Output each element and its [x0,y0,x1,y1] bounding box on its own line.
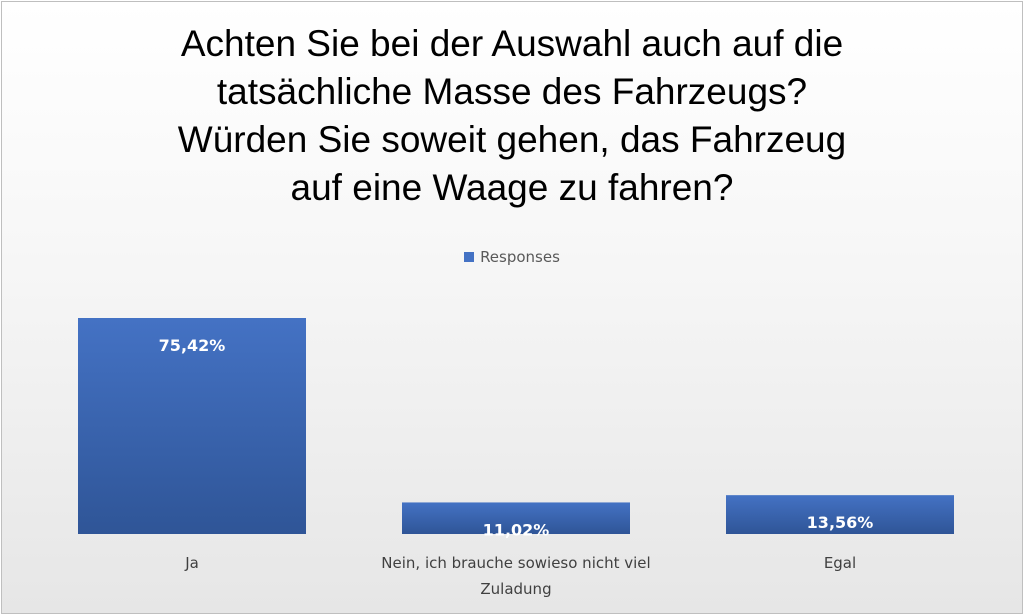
data-label-1: 75,42% [159,336,226,355]
bar-2 [402,502,630,534]
title-line-2: tatsächliche Masse des Fahrzeugs? [216,71,808,112]
legend: Responses [2,248,1022,266]
data-label-2: 11,02% [483,520,550,539]
category-label-2-line-2: Zuladung [480,580,551,598]
title-line-3: Würden Sie soweit gehen, das Fahrzeug [177,119,847,160]
category-label-2-line-1: Nein, ich brauche sowieso nicht viel [381,554,650,572]
title-line-4: auf eine Waage zu fahren? [290,167,734,208]
legend-label: Responses [480,248,560,266]
data-label-3: 13,56% [807,513,874,532]
category-label-1: Ja [184,554,199,572]
chart-title: Achten Sie bei der Auswahl auch auf die … [2,20,1022,212]
category-label-3: Egal [824,554,856,572]
legend-swatch [464,252,475,262]
bar-3 [726,495,954,534]
title-line-1: Achten Sie bei der Auswahl auch auf die [180,23,844,64]
bar-1 [78,318,306,534]
